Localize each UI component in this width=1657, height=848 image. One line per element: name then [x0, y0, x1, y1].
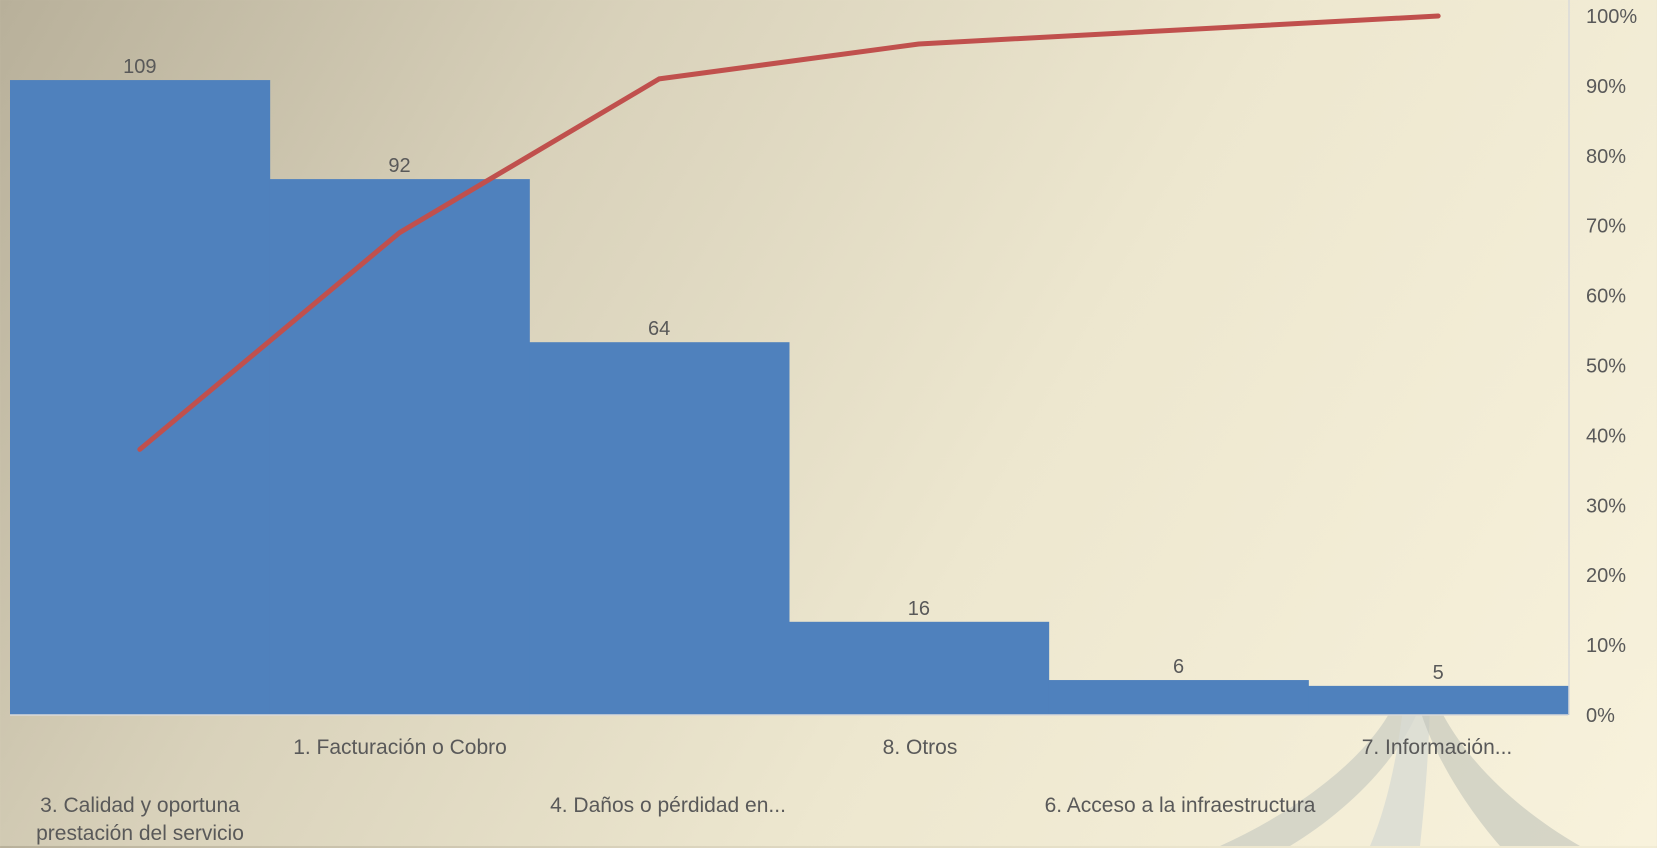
bar-value-label: 92	[388, 155, 410, 177]
cumulative-line-series	[137, 13, 1441, 452]
bar-value-label: 64	[648, 318, 670, 340]
bar	[1308, 685, 1569, 715]
secondary-y-tick-label: 70%	[1586, 216, 1626, 238]
secondary-y-tick-label: 30%	[1586, 495, 1626, 517]
bar-value-label: 6	[1173, 656, 1184, 678]
category-label: 1. Facturación o Cobro	[293, 736, 507, 759]
secondary-y-tick-label: 80%	[1586, 146, 1626, 168]
bar-value-label: 109	[123, 56, 156, 78]
bar	[1048, 680, 1309, 715]
bar	[529, 342, 790, 715]
category-label: 4. Daños o pérdidad en...	[550, 794, 786, 817]
bar-value-label: 5	[1433, 662, 1444, 684]
bar-series	[10, 80, 1569, 716]
secondary-y-tick-label: 0%	[1586, 705, 1615, 727]
cumulative-line	[137, 13, 1441, 452]
bar	[269, 179, 530, 716]
secondary-y-tick-label: 60%	[1586, 286, 1626, 308]
secondary-y-tick-label: 20%	[1586, 565, 1626, 587]
category-label: 3. Calidad y oportuna prestación del ser…	[36, 794, 244, 845]
secondary-y-tick-label: 10%	[1586, 635, 1626, 657]
secondary-y-tick-label: 50%	[1586, 356, 1626, 378]
bar-value-label: 16	[908, 598, 930, 620]
secondary-y-tick-label: 40%	[1586, 425, 1626, 447]
bar	[10, 80, 271, 715]
secondary-y-tick-label: 100%	[1586, 6, 1637, 28]
data-labels: 109 92 64 16 6 5	[123, 56, 1444, 684]
secondary-y-tick-label: 90%	[1586, 76, 1626, 98]
category-label: 8. Otros	[882, 736, 958, 759]
category-label: 7. Información...	[1361, 736, 1513, 759]
secondary-y-axis-ticks: 0% 10% 20% 30% 40% 50% 60% 70% 80% 90% 100%	[1586, 6, 1637, 727]
category-label: 6. Acceso a la infraestructura	[1044, 794, 1316, 817]
bar	[789, 621, 1050, 715]
